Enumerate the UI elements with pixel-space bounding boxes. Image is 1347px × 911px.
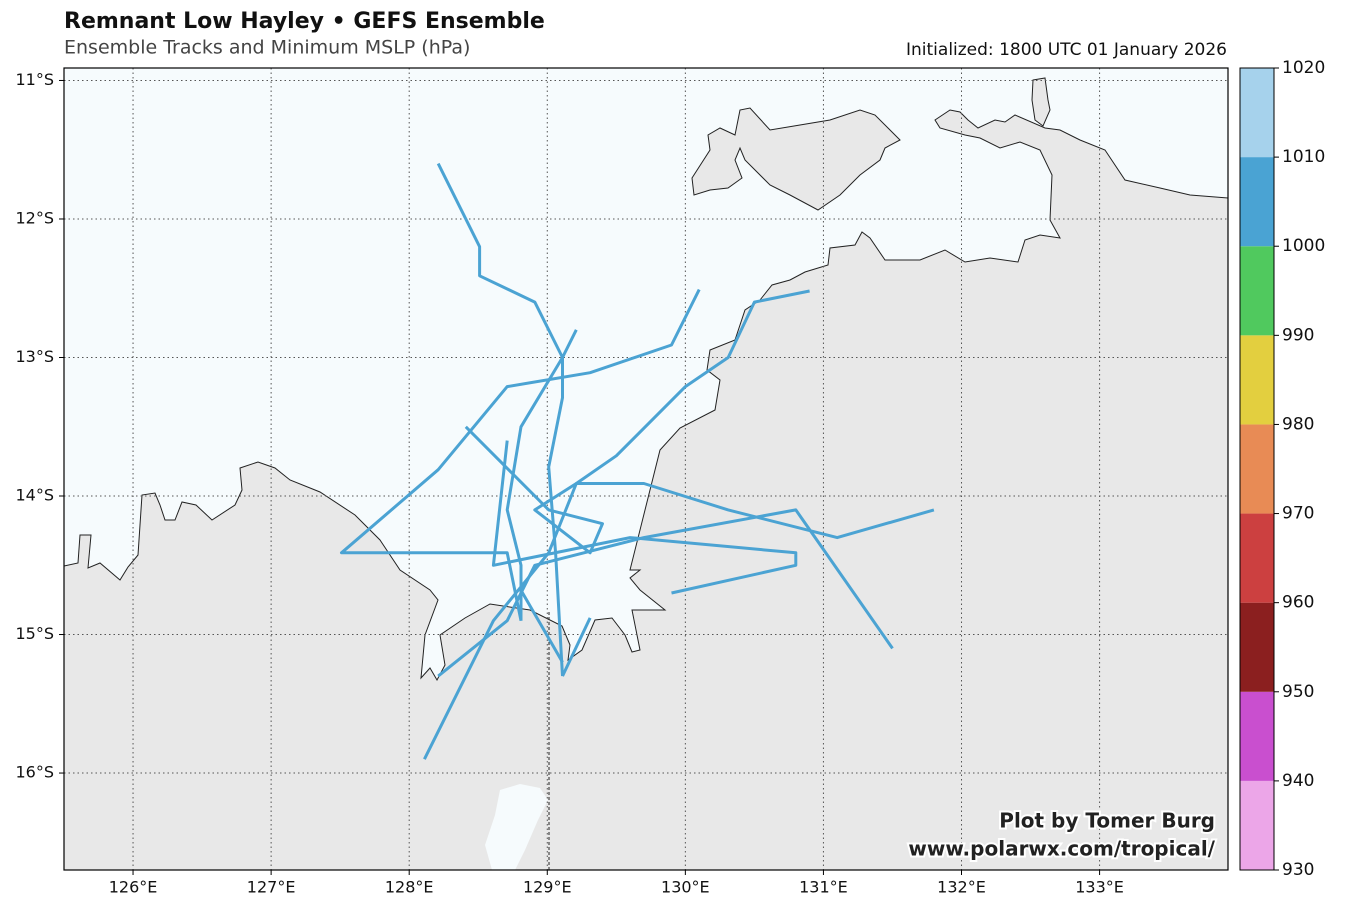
- ensemble-track: [519, 589, 564, 663]
- colorbar-label: 970: [1282, 504, 1314, 524]
- ensemble-track: [464, 425, 935, 555]
- colorbar-label: 990: [1282, 325, 1314, 345]
- init-time: Initialized: 1800 UTC 01 January 2026: [906, 40, 1227, 60]
- colorbar-label: 1000: [1282, 236, 1325, 256]
- y-tick-label: 14°S: [15, 486, 54, 505]
- colorbar-segment: [1240, 602, 1274, 692]
- colorbar-label: 930: [1282, 860, 1314, 880]
- x-tick-label: 131°E: [799, 878, 848, 897]
- colorbar-frame: [1239, 67, 1275, 871]
- map-area: [64, 68, 1228, 870]
- colorbar-label: 980: [1282, 414, 1314, 434]
- ensemble-track: [423, 289, 810, 760]
- lake: [485, 784, 548, 870]
- colorbar-segment: [1240, 246, 1274, 336]
- ensemble-track: [437, 508, 894, 678]
- credit-url: www.polarwx.com/tropical/: [908, 837, 1215, 861]
- y-tick-label: 11°S: [15, 70, 54, 89]
- colorbar-segment: [1240, 68, 1274, 158]
- x-tick-label: 132°E: [937, 878, 986, 897]
- island: [691, 107, 901, 211]
- colorbar-label: 950: [1282, 682, 1314, 702]
- subtitle: Ensemble Tracks and Minimum MSLP (hPa): [64, 37, 470, 59]
- colorbar-segment: [1240, 335, 1274, 425]
- credit: Plot by Tomer Burg: [999, 809, 1215, 833]
- title: Remnant Low Hayley • GEFS Ensemble: [64, 9, 545, 34]
- x-tick-label: 130°E: [661, 878, 710, 897]
- colorbar-segment: [1240, 691, 1274, 781]
- ensemble-track: [340, 288, 701, 621]
- colorbar-label: 960: [1282, 593, 1314, 613]
- y-tick-label: 12°S: [15, 208, 54, 227]
- x-tick-label: 128°E: [385, 878, 434, 897]
- colorbar-segment: [1240, 780, 1274, 870]
- y-tick-label: 13°S: [15, 347, 54, 366]
- map-frame: [63, 67, 1229, 871]
- ensemble-track: [505, 329, 578, 621]
- x-tick-label: 133°E: [1075, 878, 1124, 897]
- y-tick-label: 15°S: [15, 624, 54, 643]
- island: [1031, 77, 1051, 127]
- x-tick-label: 127°E: [247, 878, 296, 897]
- colorbar-label: 940: [1282, 771, 1314, 791]
- land: [64, 109, 1228, 870]
- ensemble-track: [561, 617, 592, 677]
- colorbar-segment: [1240, 424, 1274, 514]
- colorbar-label: 1020: [1282, 58, 1325, 78]
- x-tick-label: 129°E: [523, 878, 572, 897]
- colorbar-segment: [1240, 513, 1274, 603]
- y-tick-label: 16°S: [15, 763, 54, 782]
- ensemble-track: [491, 440, 798, 595]
- colorbar-label: 1010: [1282, 147, 1325, 167]
- colorbar-segment: [1240, 157, 1274, 247]
- x-tick-label: 126°E: [109, 878, 158, 897]
